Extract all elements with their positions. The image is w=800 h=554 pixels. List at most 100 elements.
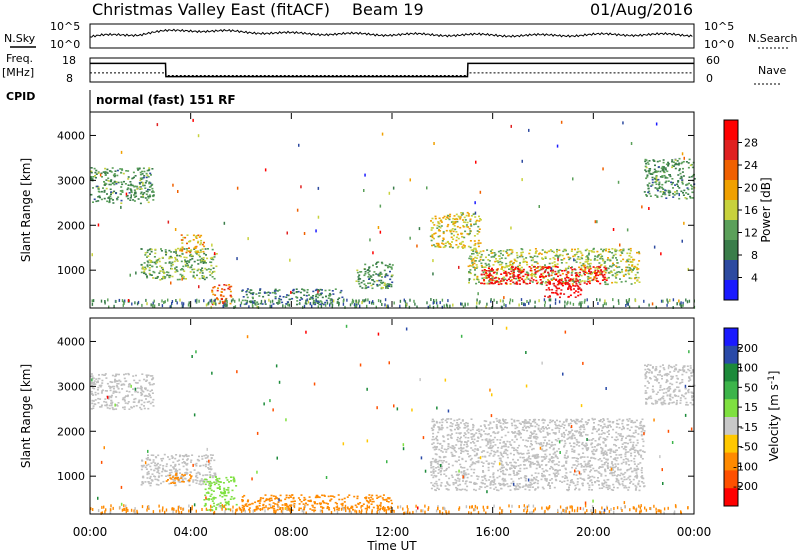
scatter-cell — [198, 455, 200, 458]
scatter-cell — [133, 401, 136, 403]
scatter-cell — [550, 465, 553, 468]
scatter-cell — [513, 466, 516, 469]
scatter-cell — [544, 257, 547, 259]
scatter-cell — [195, 482, 198, 484]
ground-fringe-cell — [198, 299, 200, 303]
scatter-cell — [598, 428, 600, 430]
scatter-cell — [533, 420, 536, 422]
scatter-cell — [117, 196, 120, 198]
ground-fringe-cell — [210, 298, 213, 302]
scatter-cell — [151, 191, 154, 193]
scatter-cell — [551, 262, 554, 264]
scatter-cell — [512, 271, 515, 274]
scatter-cell — [461, 246, 464, 248]
scatter-cell — [497, 261, 500, 264]
isolated-point — [385, 285, 387, 289]
scatter-cell — [563, 444, 566, 447]
scatter-cell — [501, 266, 503, 268]
scatter-cell — [462, 226, 465, 228]
scatter-cell — [563, 434, 566, 436]
scatter-cell — [574, 280, 577, 283]
scatter-cell — [321, 289, 323, 291]
scatter-cell — [364, 270, 367, 273]
scatter-cell — [460, 444, 462, 446]
ground-fringe-cell — [134, 301, 136, 305]
scatter-cell — [188, 261, 191, 264]
scatter-cell — [637, 452, 640, 454]
ground-fringe-cell — [170, 304, 172, 308]
scatter-cell — [557, 448, 560, 450]
scatter-cell — [434, 217, 437, 220]
scatter-cell — [512, 281, 515, 284]
scatter-cell — [198, 483, 201, 485]
scatter-cell — [588, 268, 591, 271]
y-tick-label: 2000 — [57, 219, 85, 232]
scatter-cell — [630, 256, 633, 258]
scatter-cell — [310, 296, 313, 299]
scatter-cell — [92, 405, 95, 407]
scatter-cell — [588, 270, 590, 272]
ground-fringe-cell — [205, 303, 208, 307]
scatter-cell — [657, 166, 660, 168]
scatter-cell — [129, 199, 132, 201]
scatter-cell — [452, 448, 455, 450]
scatter-cell — [331, 495, 334, 497]
scatter-cell — [559, 253, 562, 256]
scatter-cell — [502, 480, 505, 482]
scatter-cell — [388, 497, 391, 500]
scatter-cell — [276, 509, 279, 511]
scatter-cell — [503, 484, 506, 487]
scatter-cell — [500, 257, 503, 259]
scatter-cell — [608, 485, 611, 487]
scatter-cell — [511, 272, 514, 275]
scatter-cell — [110, 193, 112, 196]
scatter-cell — [667, 161, 670, 164]
scatter-cell — [455, 471, 458, 473]
scatter-cell — [529, 269, 532, 272]
scatter-cell — [147, 454, 149, 457]
scatter-cell — [319, 503, 322, 506]
scatter-cell — [527, 278, 530, 280]
scatter-cell — [594, 272, 597, 275]
scatter-cell — [615, 277, 618, 279]
scatter-cell — [567, 272, 570, 274]
ground-fringe-cell — [435, 298, 438, 302]
scatter-cell — [491, 279, 494, 281]
scatter-cell — [563, 249, 566, 252]
scatter-cell — [618, 454, 621, 456]
scatter-cell — [159, 265, 162, 267]
scatter-cell — [680, 190, 683, 193]
scatter-cell — [312, 290, 315, 293]
scatter-cell — [116, 386, 119, 388]
scatter-cell — [456, 233, 459, 236]
scatter-cell — [583, 460, 586, 463]
scatter-cell — [606, 454, 609, 456]
scatter-cell — [457, 215, 460, 218]
scatter-cell — [222, 295, 225, 298]
scatter-cell — [526, 275, 529, 278]
scatter-cell — [152, 191, 155, 193]
scatter-cell — [147, 261, 150, 264]
scatter-cell — [479, 258, 482, 261]
scatter-cell — [580, 288, 583, 291]
scatter-cell — [508, 278, 510, 280]
scatter-cell — [456, 422, 459, 424]
scatter-cell — [468, 271, 471, 274]
scatter-cell — [148, 186, 151, 188]
scatter-cell — [139, 387, 142, 390]
scatter-cell — [225, 489, 228, 491]
scatter-cell — [116, 383, 119, 385]
scatter-cell — [603, 432, 606, 435]
scatter-cell — [527, 486, 530, 488]
scatter-cell — [149, 253, 151, 255]
scatter-cell — [200, 251, 202, 253]
scatter-cell — [136, 387, 139, 389]
scatter-cell — [166, 274, 169, 276]
scatter-cell — [533, 463, 536, 465]
scatter-cell — [611, 252, 614, 254]
scatter-cell — [614, 248, 617, 251]
scatter-cell — [148, 400, 151, 403]
scatter-cell — [176, 270, 179, 273]
scatter-cell — [160, 482, 162, 485]
scatter-cell — [209, 274, 212, 276]
